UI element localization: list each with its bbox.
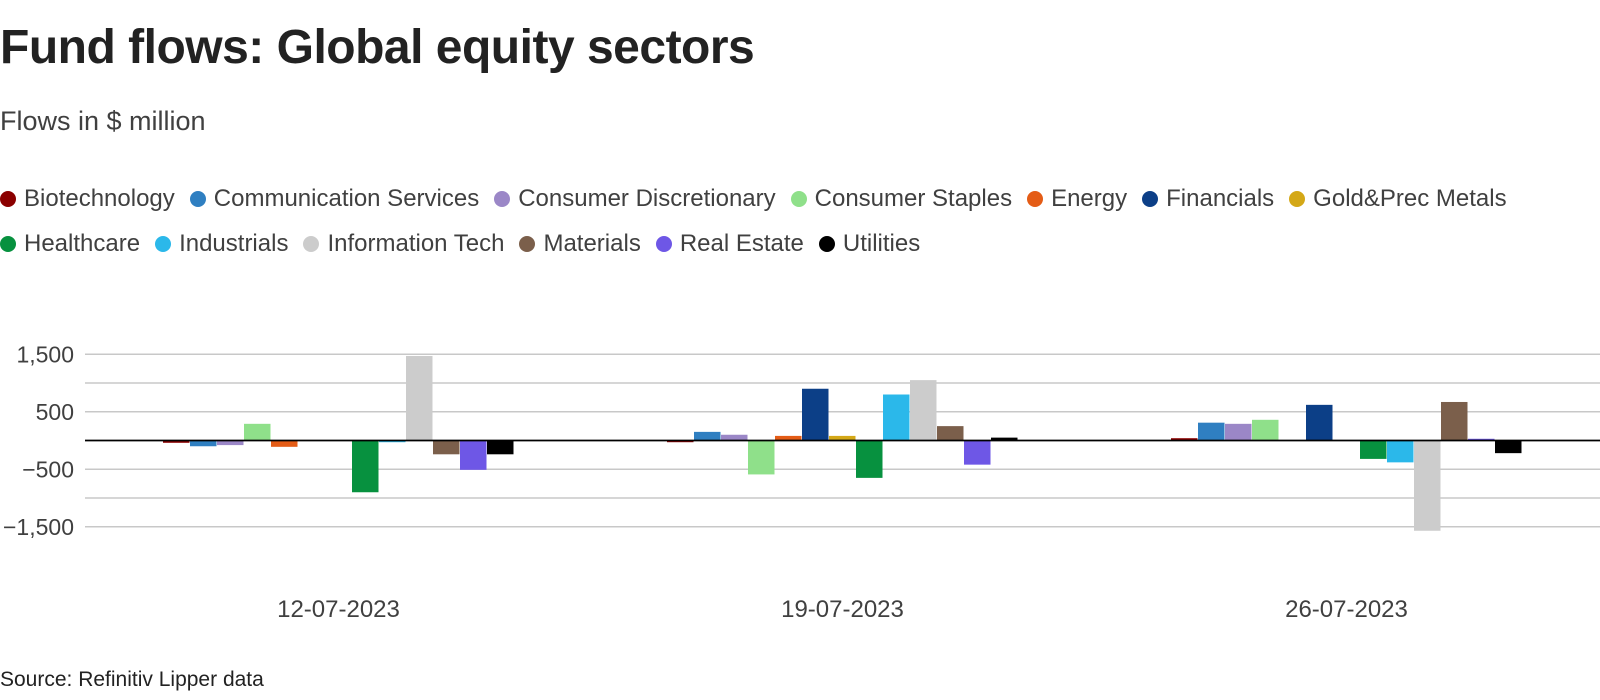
bar (1198, 422, 1225, 441)
bar (991, 437, 1018, 441)
legend-label: Gold&Prec Metals (1313, 185, 1507, 212)
legend-label: Healthcare (24, 230, 141, 257)
source-note: Source: Refinitiv Lipper data (0, 668, 264, 691)
legend-item: Financials (1142, 182, 1274, 216)
legend-item: Energy (1027, 182, 1127, 216)
legend-swatch (1142, 191, 1159, 207)
legend-label: Utilities (842, 230, 921, 257)
legend-swatch (818, 236, 835, 252)
legend-label: Materials (543, 230, 641, 257)
legend-item: Real Estate (655, 227, 804, 261)
legend-swatch (303, 236, 320, 252)
bar (1225, 423, 1252, 441)
bar (163, 440, 190, 443)
legend-label: Consumer Staples (814, 185, 1013, 212)
legend-label: Communication Services (213, 185, 480, 212)
legend-swatch (189, 191, 206, 207)
bar (352, 440, 379, 493)
x-tick-label: 12-07-2023 (277, 596, 400, 623)
bar (460, 440, 487, 470)
legend-item: Utilities (818, 227, 921, 261)
bar (1441, 401, 1468, 441)
bar (244, 423, 271, 441)
chart-subtitle: Flows in $ million (0, 106, 206, 136)
y-tick-label: −1,500 (3, 514, 74, 540)
legend-label: Industrials (179, 230, 289, 257)
bar (883, 394, 910, 441)
bar (829, 435, 856, 441)
bar (487, 440, 514, 455)
legend-label: Biotechnology (24, 185, 175, 212)
legend-item: Consumer Staples (790, 182, 1013, 216)
legend-swatch (494, 191, 511, 207)
y-tick-label: 1,500 (16, 341, 74, 367)
bar (964, 440, 991, 465)
bar (271, 440, 298, 447)
legend-item: Information Tech (303, 227, 504, 261)
bar (748, 440, 775, 475)
bar (721, 434, 748, 441)
x-tick-label: 26-07-2023 (1285, 596, 1408, 623)
legend-item: Consumer Discretionary (494, 182, 776, 216)
legend-swatch (655, 236, 672, 252)
bar (1387, 440, 1414, 463)
legend-item: Biotechnology (0, 182, 175, 216)
bar (406, 355, 433, 441)
y-tick-label: −500 (22, 456, 74, 482)
legend-label: Energy (1051, 185, 1128, 212)
bar (1252, 419, 1279, 441)
legend-swatch (0, 236, 16, 252)
bar (1171, 438, 1198, 441)
legend-label: Financials (1166, 185, 1275, 212)
bar (694, 431, 721, 441)
legend-swatch (519, 236, 536, 252)
bar (775, 435, 802, 441)
legend-item: Gold&Prec Metals (1289, 182, 1507, 216)
bar (1306, 404, 1333, 441)
bar-chart: 1,500 500 −500 −1,500 12-07-2023 19-07-2023 26… (3, 341, 1600, 623)
chart-title: Fund flows: Global equity sectors (0, 21, 755, 74)
legend-item: Industrials (155, 227, 288, 261)
legend-swatch (0, 191, 16, 207)
legend-label: Information Tech (327, 230, 505, 257)
bar (1360, 440, 1387, 459)
bar (856, 440, 883, 478)
bar (217, 440, 244, 446)
chart-legend: Biotechnology Communication Services Consu… (0, 182, 1600, 261)
legend-item: Communication Services (189, 182, 480, 216)
y-tick-label: 500 (36, 399, 74, 425)
legend-swatch (790, 191, 807, 207)
bar (910, 380, 937, 441)
bar (937, 426, 964, 441)
legend-label: Real Estate (679, 230, 804, 257)
legend-swatch (155, 236, 172, 252)
bar (1414, 440, 1441, 531)
x-tick-label: 19-07-2023 (781, 596, 904, 623)
legend-item: Materials (519, 227, 641, 261)
legend-item: Healthcare (0, 227, 140, 261)
bar (190, 440, 217, 447)
bar (802, 388, 829, 441)
bar (433, 440, 460, 455)
legend-label: Consumer Discretionary (518, 185, 776, 212)
legend-swatch (1027, 191, 1044, 207)
bar (1495, 440, 1522, 454)
legend-swatch (1289, 191, 1306, 207)
